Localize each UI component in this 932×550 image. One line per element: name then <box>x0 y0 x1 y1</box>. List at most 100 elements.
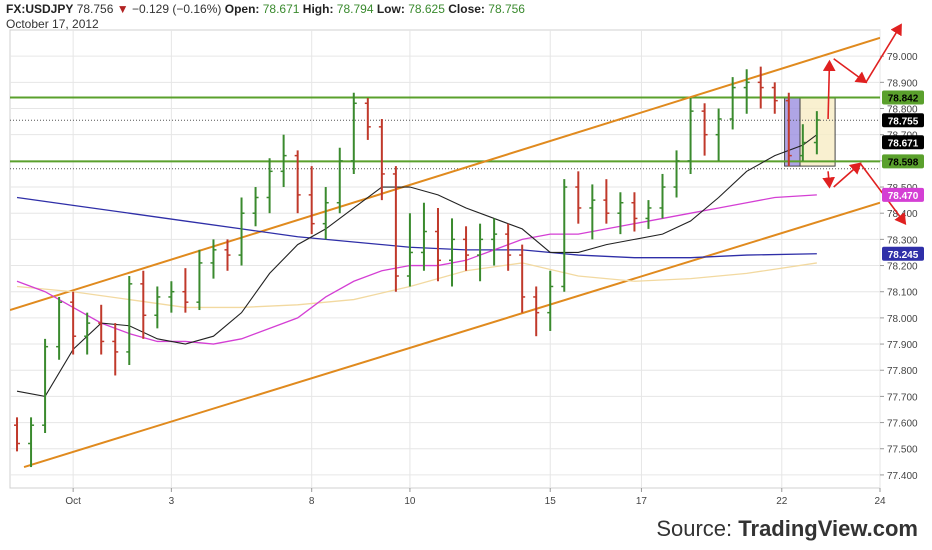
price-label-text: 78.842 <box>888 94 919 105</box>
y-tick-label: 78.900 <box>887 78 918 89</box>
annotation-arrow <box>833 162 862 188</box>
ohlc-bar <box>491 218 498 266</box>
price-label: 78.755 <box>882 113 924 128</box>
last-price: 78.756 <box>76 2 114 16</box>
ohlc-bar <box>182 268 189 313</box>
channel-upper-line <box>10 36 880 311</box>
ohlc-bar <box>701 103 708 156</box>
x-tick-label: 10 <box>404 496 416 507</box>
source-credit: Source: TradingView.com <box>656 516 918 542</box>
low-value: 78.625 <box>408 2 445 16</box>
ohlc-bar <box>280 134 287 188</box>
source-prefix: Source: <box>656 516 733 541</box>
y-tick-label: 77.900 <box>887 340 918 351</box>
ohlc-bars <box>14 66 820 468</box>
price-label-text: 78.470 <box>888 191 919 202</box>
ohlc-bar <box>224 239 231 271</box>
ohlc-bar <box>350 92 357 174</box>
ohlc-bar <box>28 417 35 468</box>
channel-lower-line <box>23 201 880 469</box>
ohlc-bar <box>771 82 778 114</box>
annotation-arrow <box>822 171 836 189</box>
price-label-bg <box>882 135 924 150</box>
ohlc-bar <box>42 338 49 434</box>
price-label-text: 78.671 <box>888 138 919 149</box>
y-tick-label: 79.000 <box>887 52 918 63</box>
ohlc-bar <box>252 187 259 227</box>
ohlc-bar <box>659 173 666 219</box>
price-label-bg <box>882 246 924 261</box>
price-label-bg <box>882 113 924 128</box>
price-label-text: 78.755 <box>888 116 919 127</box>
x-tick-label: 15 <box>545 496 557 507</box>
y-tick-label: 78.400 <box>887 209 918 220</box>
ohlc-bar <box>322 187 329 240</box>
ohlc-bar <box>785 92 792 167</box>
ohlc-bar <box>98 304 105 355</box>
ohlc-bar <box>687 98 694 174</box>
low-label: Low: <box>376 2 405 16</box>
ohlc-bar <box>308 166 315 235</box>
price-label: 78.671 <box>882 135 924 150</box>
y-tick-label: 77.700 <box>887 392 918 403</box>
ohlc-bar <box>715 108 722 161</box>
ohlc-bar <box>238 197 245 266</box>
x-tick-label: 22 <box>776 496 788 507</box>
annotation-arrow <box>833 58 868 84</box>
ohlc-bar <box>673 150 680 198</box>
y-tick-label: 78.100 <box>887 288 918 299</box>
close-value: 78.756 <box>488 2 525 16</box>
ohlc-bar <box>743 69 750 114</box>
ohlc-bar <box>477 223 484 282</box>
ohlc-bar <box>294 150 301 214</box>
price-label: 78.470 <box>882 187 924 202</box>
ohlc-bar <box>210 239 217 279</box>
plot-frame <box>9 29 881 489</box>
ohlc-bar <box>449 218 456 287</box>
price-label: 78.245 <box>882 246 924 261</box>
y-tick-label: 77.500 <box>887 445 918 456</box>
ohlc-bar <box>561 179 568 292</box>
close-label: Close: <box>448 2 485 16</box>
ohlc-bar <box>14 417 21 452</box>
open-label: Open: <box>224 2 260 16</box>
ohlc-bar <box>70 291 77 355</box>
ohlc-bar <box>645 200 652 229</box>
high-label: High: <box>302 2 334 16</box>
ohlc-bar <box>140 270 147 339</box>
y-tick-label: 78.200 <box>887 262 918 273</box>
source-brand[interactable]: TradingView.com <box>738 516 918 541</box>
down-arrow-icon: ▼ <box>116 2 129 16</box>
price-label-text: 78.245 <box>888 250 919 261</box>
ohlc-bar <box>336 147 343 214</box>
ohlc-bar <box>420 202 427 271</box>
ohlc-bar <box>757 66 764 109</box>
y-tick-label: 78.000 <box>887 314 918 325</box>
annotation-arrow <box>865 23 902 83</box>
ohlc-bar <box>168 281 175 313</box>
ohlc-bar <box>505 223 512 271</box>
highlight-box <box>784 97 801 167</box>
y-tick-label: 77.400 <box>887 471 918 482</box>
price-change: −0.129 (−0.16%) <box>131 2 222 16</box>
ohlc-bar <box>589 184 596 240</box>
y-tick-label: 78.800 <box>887 105 918 116</box>
chart-date: October 17, 2012 <box>6 17 99 31</box>
price-label: 78.598 <box>882 154 924 169</box>
price-label: 78.842 <box>882 90 924 105</box>
ohlc-bar <box>434 207 441 282</box>
ohlc-bar <box>729 77 736 130</box>
x-tick-label: 8 <box>309 496 315 507</box>
ohlc-bar <box>196 249 203 311</box>
ohlc-bar <box>631 192 638 232</box>
symbol: FX:USDJPY <box>6 2 74 16</box>
plot-area <box>10 36 880 469</box>
ohlc-bar <box>56 296 63 360</box>
open-value: 78.671 <box>262 2 300 16</box>
ohlc-bar <box>112 323 119 376</box>
y-tick-label: 77.800 <box>887 366 918 377</box>
ohlc-bar <box>84 312 91 355</box>
ohlc-bar <box>617 192 624 235</box>
y-tick-label: 77.600 <box>887 419 918 430</box>
